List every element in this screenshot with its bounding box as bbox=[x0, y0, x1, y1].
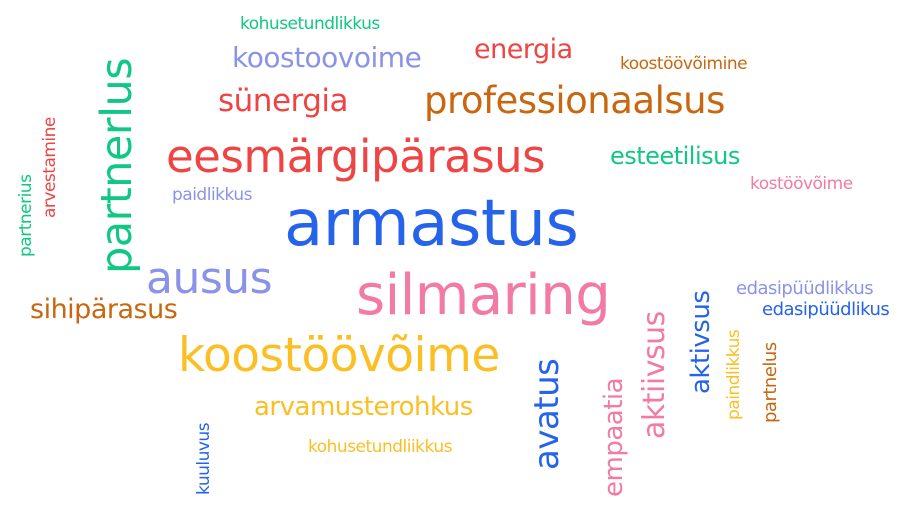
word-ausus: ausus bbox=[146, 253, 273, 304]
word-koostoovoime-large: koostöövõime bbox=[178, 328, 500, 383]
word-energia: energia bbox=[474, 34, 573, 65]
word-arvestamine: arvestamine bbox=[40, 117, 60, 218]
word-esteetilisus: esteetilisus bbox=[610, 142, 740, 170]
word-partnerlus: partnerlus bbox=[92, 57, 142, 274]
word-armastus: armastus bbox=[284, 187, 579, 261]
word-professionaalsus: professionaalsus bbox=[424, 79, 725, 122]
word-silmaring: silmaring bbox=[356, 263, 611, 328]
word-aktivsus: aktivsus bbox=[686, 290, 716, 394]
word-empaatia: empaatia bbox=[599, 377, 629, 497]
word-kohusetundliikkus: kohusetundliikkus bbox=[308, 437, 452, 457]
word-paindlikkus: paindlikkus bbox=[724, 329, 744, 420]
word-koostoovoime: koostoovoime bbox=[232, 41, 422, 74]
word-paidlikkus: paidlikkus bbox=[172, 185, 252, 205]
word-edasipuudlikus: edasipüüdlikus bbox=[762, 299, 890, 320]
word-eesmargiparasus: eesmärgipärasus bbox=[166, 130, 546, 183]
word-arvamusterohkus: arvamusterohkus bbox=[254, 392, 473, 422]
word-sihiparasus: sihipärasus bbox=[30, 294, 178, 325]
word-koostoovoimine: koostöövõimine bbox=[620, 54, 748, 74]
word-synergia: sünergia bbox=[218, 83, 349, 119]
word-partnerius: partnerius bbox=[16, 174, 36, 257]
word-edasipuudlikkus: edasipüüdlikkus bbox=[736, 278, 874, 299]
word-aktiivsus: aktiivsus bbox=[637, 311, 672, 439]
word-avatus: avatus bbox=[527, 358, 567, 470]
word-kohusetundlikkus: kohusetundlikkus bbox=[240, 14, 380, 34]
word-kostoovoime: kostöövõime bbox=[750, 174, 853, 194]
word-kuuluvus: kuuluvus bbox=[194, 422, 214, 495]
word-partnelus: partnelus bbox=[760, 342, 781, 423]
